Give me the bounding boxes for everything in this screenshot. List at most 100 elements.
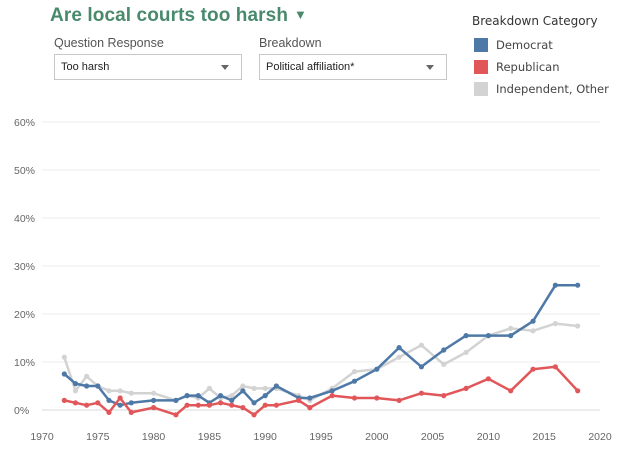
y-tick-label: 60%	[14, 117, 35, 129]
data-point-independent-other	[206, 385, 212, 391]
data-point-republican	[84, 402, 90, 408]
data-point-democrat	[151, 397, 157, 403]
data-point-republican	[351, 395, 358, 401]
data-point-democrat	[351, 378, 358, 384]
data-point-republican	[374, 395, 380, 401]
data-point-republican	[72, 400, 79, 406]
data-point-democrat	[552, 282, 558, 288]
y-tick-label: 20%	[14, 309, 35, 321]
data-point-independent-other	[151, 390, 157, 396]
title-dropdown-icon[interactable]: ▼	[294, 7, 308, 22]
data-point-republican	[418, 390, 425, 396]
data-point-republican	[296, 397, 302, 403]
data-point-republican	[217, 400, 224, 406]
chevron-down-icon	[221, 65, 229, 70]
data-point-democrat	[396, 345, 402, 351]
data-point-democrat	[262, 393, 268, 399]
data-point-republican	[128, 409, 134, 415]
data-point-democrat	[95, 383, 101, 389]
data-point-republican	[195, 402, 201, 408]
data-point-republican	[552, 364, 558, 370]
data-point-republican	[117, 395, 123, 401]
legend-label: Republican	[496, 60, 560, 74]
data-point-independent-other	[240, 383, 246, 389]
breakdown-dropdown[interactable]: Political affiliation*	[259, 54, 447, 80]
data-point-independent-other	[229, 393, 235, 399]
breakdown-value: Political affiliation*	[266, 61, 355, 73]
data-point-republican	[229, 402, 235, 408]
series-line-democrat	[63, 283, 578, 407]
data-point-democrat	[128, 400, 134, 406]
question-response-dropdown[interactable]: Too harsh	[54, 54, 242, 80]
data-point-democrat	[184, 393, 190, 399]
legend-swatch	[474, 38, 488, 52]
chevron-down-icon	[426, 65, 434, 70]
legend-item-democrat[interactable]: Democrat	[474, 37, 553, 53]
question-response-label: Question Response	[54, 36, 164, 50]
data-point-independent-other	[128, 390, 134, 396]
series-line-republican	[64, 365, 579, 417]
data-point-independent-other	[251, 385, 257, 391]
data-point-democrat	[307, 395, 313, 401]
data-point-independent-other	[530, 328, 536, 334]
data-point-democrat	[61, 371, 67, 377]
data-point-republican	[575, 388, 581, 394]
x-tick-label: 1990	[254, 431, 278, 443]
data-point-democrat	[173, 397, 179, 403]
data-point-democrat	[329, 388, 335, 394]
data-point-independent-other	[463, 349, 469, 355]
data-point-republican	[240, 405, 246, 411]
data-point-republican	[485, 376, 491, 382]
data-point-republican	[396, 397, 402, 403]
data-point-republican	[173, 412, 179, 418]
data-point-independent-other	[117, 388, 123, 394]
x-tick-label: 2015	[533, 431, 557, 443]
data-point-democrat	[418, 364, 425, 370]
data-point-independent-other	[418, 342, 425, 348]
data-point-republican	[307, 405, 313, 411]
y-tick-label: 30%	[14, 261, 35, 273]
legend-item-republican[interactable]: Republican	[474, 59, 560, 75]
data-point-republican	[273, 402, 279, 408]
data-point-independent-other	[106, 388, 112, 394]
data-point-democrat	[530, 318, 536, 324]
x-tick-label: 2020	[588, 431, 612, 443]
x-tick-label: 2000	[365, 431, 389, 443]
x-tick-label: 1985	[198, 431, 222, 443]
data-point-democrat	[72, 381, 79, 387]
data-point-republican	[106, 409, 112, 415]
data-point-republican	[530, 366, 536, 372]
data-point-independent-other	[396, 354, 402, 360]
y-tick-label: 50%	[14, 165, 35, 177]
legend-swatch	[474, 60, 488, 74]
chart-title-text: Are local courts too harsh	[50, 5, 289, 26]
data-point-democrat	[106, 397, 112, 403]
x-tick-label: 2010	[477, 431, 501, 443]
x-tick-label: 1995	[309, 431, 333, 443]
data-point-democrat	[217, 393, 224, 399]
data-point-republican	[262, 402, 268, 408]
x-tick-label: 2005	[421, 431, 445, 443]
data-point-independent-other	[351, 369, 358, 375]
data-point-democrat	[575, 282, 581, 288]
data-point-republican	[329, 393, 335, 399]
data-point-independent-other	[262, 385, 268, 391]
data-point-democrat	[374, 366, 380, 372]
data-point-democrat	[117, 402, 123, 408]
x-tick-label: 1970	[30, 431, 54, 443]
y-tick-label: 0%	[14, 405, 29, 417]
chart-title[interactable]: Are local courts too harsh ▼	[50, 5, 307, 27]
data-point-democrat	[240, 388, 246, 394]
legend-label: Democrat	[496, 38, 553, 52]
data-point-independent-other	[575, 323, 581, 329]
data-point-republican	[61, 397, 67, 403]
legend-label: Independent, Other	[496, 82, 609, 96]
data-point-republican	[441, 393, 447, 399]
data-point-independent-other	[72, 388, 79, 394]
legend-item-independent-other[interactable]: Independent, Other	[474, 81, 609, 97]
data-point-republican	[206, 402, 212, 408]
data-point-independent-other	[508, 325, 514, 331]
data-point-independent-other	[61, 354, 67, 360]
data-point-democrat	[441, 347, 447, 353]
